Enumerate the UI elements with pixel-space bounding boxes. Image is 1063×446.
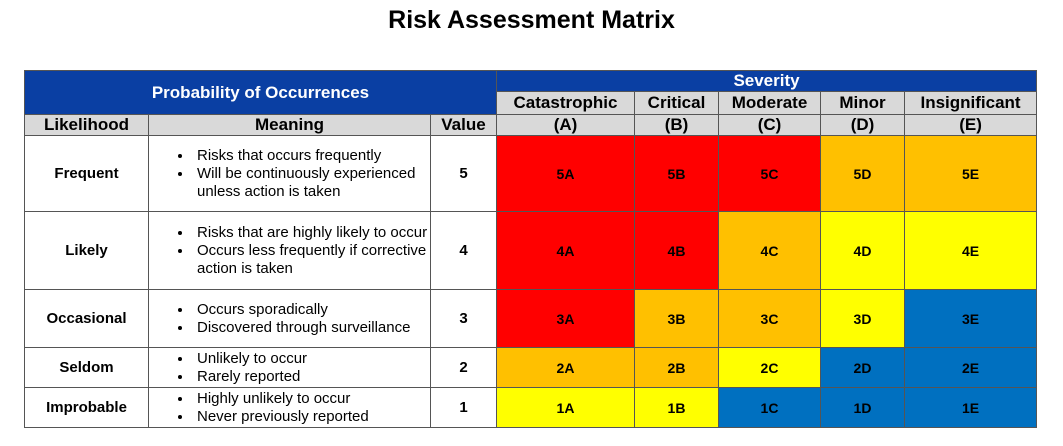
meaning-item: Never previously reported — [193, 408, 430, 426]
risk-cell-3b: 3B — [634, 289, 719, 348]
severity-code-b: (B) — [634, 114, 719, 136]
risk-cell-4d: 4D — [820, 211, 905, 290]
risk-cell-5d: 5D — [820, 135, 905, 212]
severity-code-d: (D) — [820, 114, 905, 136]
meaning-item: Highly unlikely to occur — [193, 390, 430, 408]
meaning-item: Unlikely to occur — [193, 350, 430, 368]
meaning-cell: Highly unlikely to occurNever previously… — [148, 387, 431, 428]
severity-names-row: Catastrophic Critical Moderate Minor Ins… — [25, 91, 1038, 115]
table-row: FrequentRisks that occurs frequentlyWill… — [24, 135, 1038, 212]
risk-cell-3e: 3E — [903, 289, 1038, 348]
risk-cell-3d: 3D — [820, 289, 905, 348]
meaning-item: Occurs sporadically — [193, 301, 430, 319]
value-header: Value — [430, 114, 497, 136]
risk-matrix-table: Probability of Occurrences Severity Cata… — [24, 70, 1038, 428]
meaning-cell: Risks that occurs frequentlyWill be cont… — [148, 135, 431, 212]
likelihood-header: Likelihood — [24, 114, 149, 136]
meaning-cell: Occurs sporadicallyDiscovered through su… — [148, 289, 431, 348]
risk-cell-2e: 2E — [903, 347, 1038, 388]
risk-cell-4a: 4A — [496, 211, 635, 290]
severity-name-a: Catastrophic — [496, 91, 635, 115]
meaning-item: Occurs less frequently if corrective act… — [193, 242, 430, 278]
value-cell: 1 — [430, 387, 497, 428]
meaning-item: Risks that occurs frequently — [193, 147, 430, 165]
probability-header: Probability of Occurrences — [24, 70, 497, 115]
risk-cell-5b: 5B — [634, 135, 719, 212]
risk-cell-1c: 1C — [718, 387, 821, 428]
risk-cell-1e: 1E — [903, 387, 1038, 428]
header-row-top: Probability of Occurrences Severity — [24, 70, 1038, 115]
likelihood-cell: Likely — [24, 211, 149, 290]
meaning-cell: Unlikely to occurRarely reported — [148, 347, 431, 388]
likelihood-cell: Frequent — [24, 135, 149, 212]
risk-cell-4e: 4E — [903, 211, 1038, 290]
value-cell: 2 — [430, 347, 497, 388]
severity-code-a: (A) — [496, 114, 635, 136]
likelihood-cell: Seldom — [24, 347, 149, 388]
meaning-list: Unlikely to occurRarely reported — [149, 350, 430, 386]
meaning-list: Highly unlikely to occurNever previously… — [149, 390, 430, 426]
table-row: ImprobableHighly unlikely to occurNever … — [24, 387, 1038, 428]
risk-cell-3c: 3C — [718, 289, 821, 348]
meaning-list: Occurs sporadicallyDiscovered through su… — [149, 301, 430, 337]
meaning-header: Meaning — [148, 114, 431, 136]
risk-cell-1a: 1A — [496, 387, 635, 428]
page-title: Risk Assessment Matrix — [388, 6, 675, 34]
meaning-item: Rarely reported — [193, 368, 430, 386]
risk-cell-5c: 5C — [718, 135, 821, 212]
meaning-item: Risks that are highly likely to occur — [193, 224, 430, 242]
value-cell: 3 — [430, 289, 497, 348]
table-row: OccasionalOccurs sporadicallyDiscovered … — [24, 289, 1038, 348]
meaning-list: Risks that are highly likely to occurOcc… — [149, 224, 430, 278]
risk-cell-4c: 4C — [718, 211, 821, 290]
table-row: LikelyRisks that are highly likely to oc… — [24, 211, 1038, 290]
risk-cell-5e: 5E — [903, 135, 1038, 212]
severity-header: Severity — [495, 70, 1038, 92]
severity-code-e: (E) — [903, 114, 1038, 136]
risk-cell-2b: 2B — [634, 347, 719, 388]
table-row: SeldomUnlikely to occurRarely reported22… — [24, 347, 1038, 388]
column-header-row: Likelihood Meaning Value (A) (B) (C) (D)… — [24, 114, 1038, 136]
matrix-body: FrequentRisks that occurs frequentlyWill… — [24, 135, 1038, 428]
meaning-cell: Risks that are highly likely to occurOcc… — [148, 211, 431, 290]
meaning-item: Discovered through surveillance — [193, 319, 430, 337]
likelihood-cell: Improbable — [24, 387, 149, 428]
severity-name-d: Minor — [820, 91, 905, 115]
risk-cell-3a: 3A — [496, 289, 635, 348]
meaning-list: Risks that occurs frequentlyWill be cont… — [149, 147, 430, 201]
risk-cell-5a: 5A — [496, 135, 635, 212]
risk-cell-2a: 2A — [496, 347, 635, 388]
value-cell: 5 — [430, 135, 497, 212]
value-cell: 4 — [430, 211, 497, 290]
severity-name-b: Critical — [634, 91, 719, 115]
risk-cell-1b: 1B — [634, 387, 719, 428]
risk-cell-2d: 2D — [820, 347, 905, 388]
risk-cell-4b: 4B — [634, 211, 719, 290]
meaning-item: Will be continuously experienced unless … — [193, 165, 430, 201]
severity-name-e: Insignificant — [903, 91, 1038, 115]
severity-code-c: (C) — [718, 114, 821, 136]
severity-name-c: Moderate — [718, 91, 821, 115]
risk-cell-1d: 1D — [820, 387, 905, 428]
likelihood-cell: Occasional — [24, 289, 149, 348]
risk-cell-2c: 2C — [718, 347, 821, 388]
